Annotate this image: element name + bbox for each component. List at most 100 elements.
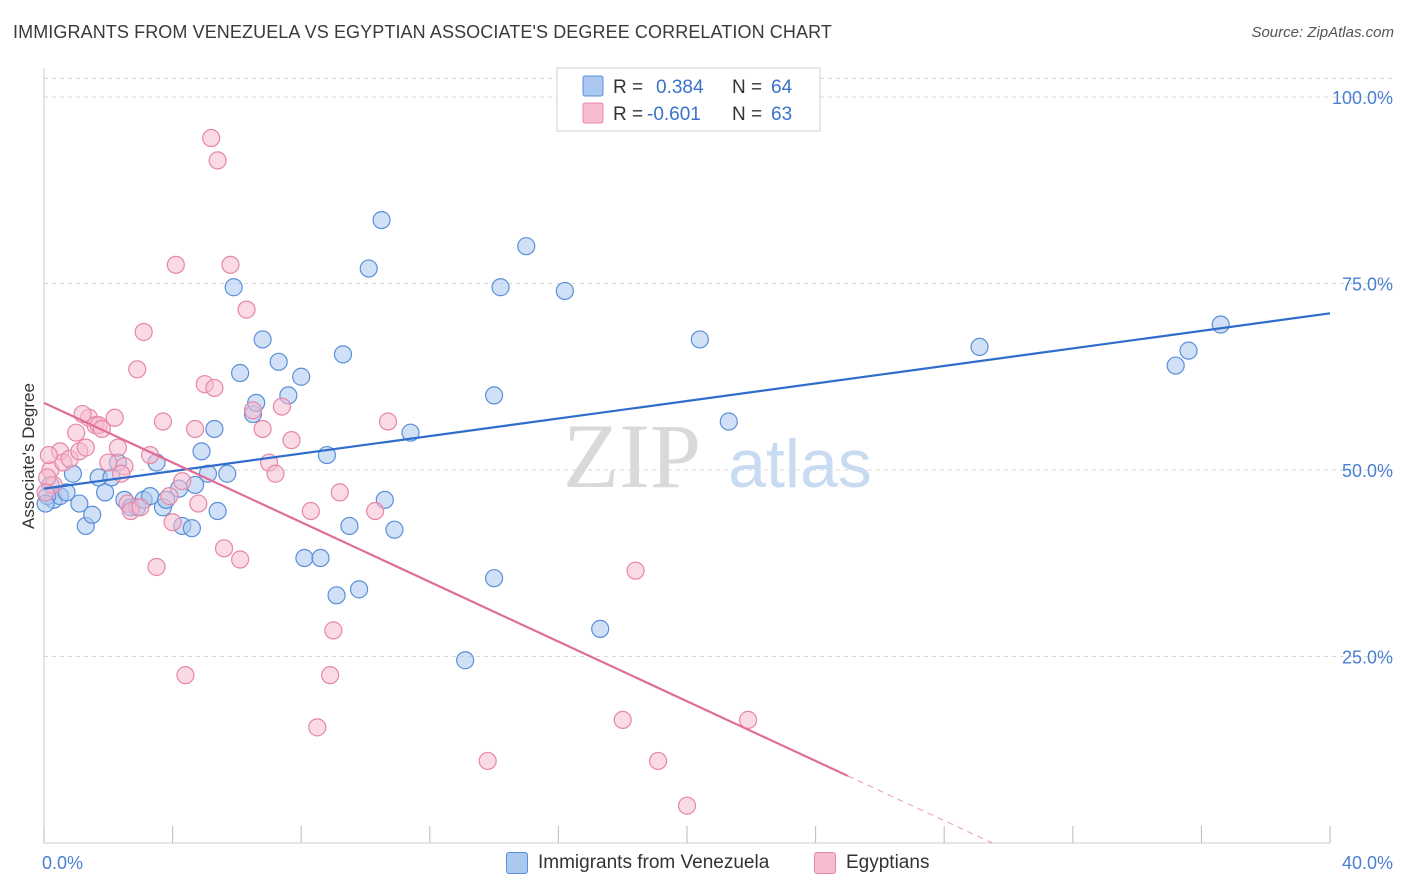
y-tick-label: 50.0% [1342, 461, 1393, 481]
venezuela-point [231, 363, 250, 383]
egyptian-point [282, 431, 301, 450]
axis-layer: 25.0% 50.0% 75.0% 100.0% 0.0% 40.0% [42, 68, 1393, 873]
venezuela-point [340, 516, 359, 536]
egyptian-point [366, 501, 385, 521]
legend-swatch-pink [582, 102, 604, 124]
venezuela-point [485, 386, 504, 405]
egyptian-point [189, 494, 208, 513]
venezuela-point [401, 423, 420, 442]
egyptian-point [613, 710, 632, 730]
egyptian-point [128, 360, 147, 379]
watermark-zip: ZIP [563, 405, 701, 507]
source-label: Source: ZipAtlas.com [1251, 24, 1394, 41]
legend-r-label-pink: R = [613, 104, 643, 125]
egyptian-point [330, 483, 349, 502]
legend-n-value-pink: 63 [771, 104, 792, 125]
egyptian-point [205, 378, 224, 398]
legend-item-venezuela: Immigrants from Venezuela [506, 852, 769, 874]
venezuela-point [456, 651, 475, 670]
egyptian-point [478, 751, 497, 771]
venezuela-point [385, 520, 404, 539]
legend-label-egyptians: Egyptians [846, 852, 930, 873]
venezuela-point [224, 278, 243, 297]
legend-r-label-blue: R = [613, 77, 643, 98]
legend-n-value-blue: 64 [771, 77, 793, 98]
y-tick-label: 100.0% [1332, 88, 1393, 108]
venezuela-point [192, 442, 211, 461]
venezuela-point [591, 619, 610, 638]
y-tick-label: 25.0% [1342, 648, 1393, 668]
venezuela-point [292, 367, 311, 386]
venezuela-point [719, 412, 738, 431]
venezuela-point [690, 330, 709, 349]
egyptian-point [147, 557, 166, 577]
venezuela-trend-line [43, 312, 1331, 490]
venezuela-point [327, 586, 346, 605]
venezuela-point [70, 494, 89, 513]
egyptian-point [153, 412, 173, 431]
legend-swatch-blue [582, 75, 604, 97]
egyptian-point [166, 255, 185, 274]
watermark-atlas: atlas [728, 426, 872, 502]
egyptian-point [67, 423, 86, 442]
egyptian-point [253, 419, 272, 439]
venezuela-point [208, 501, 227, 521]
legend-r-value-blue: 0.384 [656, 77, 704, 98]
venezuela-point [485, 569, 504, 588]
egyptian-point [677, 796, 697, 815]
points-layer [36, 128, 1230, 815]
venezuela-point [555, 281, 574, 301]
venezuela-point [311, 548, 330, 568]
egyptian-point [160, 487, 179, 506]
egyptian-point [266, 464, 285, 483]
egyptian-point [308, 718, 327, 737]
venezuela-point [1179, 341, 1198, 360]
egyptian-point [176, 666, 195, 685]
y-axis-label: Associate's Degree [19, 383, 38, 529]
venezuela-point [218, 464, 237, 483]
egyptian-point [378, 412, 398, 431]
egyptian-point [36, 483, 55, 502]
egyptian-point [626, 561, 645, 580]
egyptian-point [321, 666, 340, 685]
venezuela-point [372, 210, 391, 230]
egyptian-trend-line [43, 401, 849, 777]
venezuela-point [1166, 356, 1185, 375]
egyptian-point [173, 472, 192, 491]
venezuela-point [205, 419, 224, 439]
egyptian-point [301, 501, 320, 521]
egyptian-point [38, 468, 57, 487]
egyptian-point [134, 322, 153, 342]
egyptian-point [214, 539, 234, 558]
venezuela-point [253, 330, 272, 349]
chart-title: IMMIGRANTS FROM VENEZUELA VS EGYPTIAN AS… [13, 22, 832, 42]
x-tick-label: 0.0% [42, 853, 83, 873]
egyptian-point [131, 498, 150, 517]
legend-n-label-blue: N = [732, 77, 762, 98]
venezuela-point [333, 345, 353, 364]
egyptian-point [237, 300, 256, 319]
series-legend: Immigrants from Venezuela Egyptians [0, 852, 1406, 878]
y-tick-label: 75.0% [1342, 275, 1393, 295]
egyptian-point [105, 408, 124, 427]
venezuela-point [1211, 315, 1230, 334]
egyptian-point [76, 438, 95, 457]
watermark: ZIP atlas [563, 405, 872, 507]
venezuela-point [182, 519, 201, 538]
egyptian-point [108, 438, 128, 457]
egyptian-point [272, 397, 292, 416]
venezuela-point [349, 580, 369, 599]
venezuela-point [491, 278, 510, 297]
egyptian-point [324, 621, 343, 640]
egyptian-point [163, 513, 182, 532]
venezuela-point [83, 505, 102, 524]
egyptian-point [186, 419, 205, 439]
legend-label-venezuela: Immigrants from Venezuela [538, 852, 770, 873]
correlation-legend: R = 0.384 N = 64 R = -0.601 N = 63 [556, 67, 821, 132]
x-tick-label: 40.0% [1342, 853, 1393, 873]
egyptian-point [221, 255, 240, 274]
venezuela-point [517, 237, 536, 256]
legend-n-label-pink: N = [732, 104, 762, 125]
trend-layer [43, 312, 1331, 844]
